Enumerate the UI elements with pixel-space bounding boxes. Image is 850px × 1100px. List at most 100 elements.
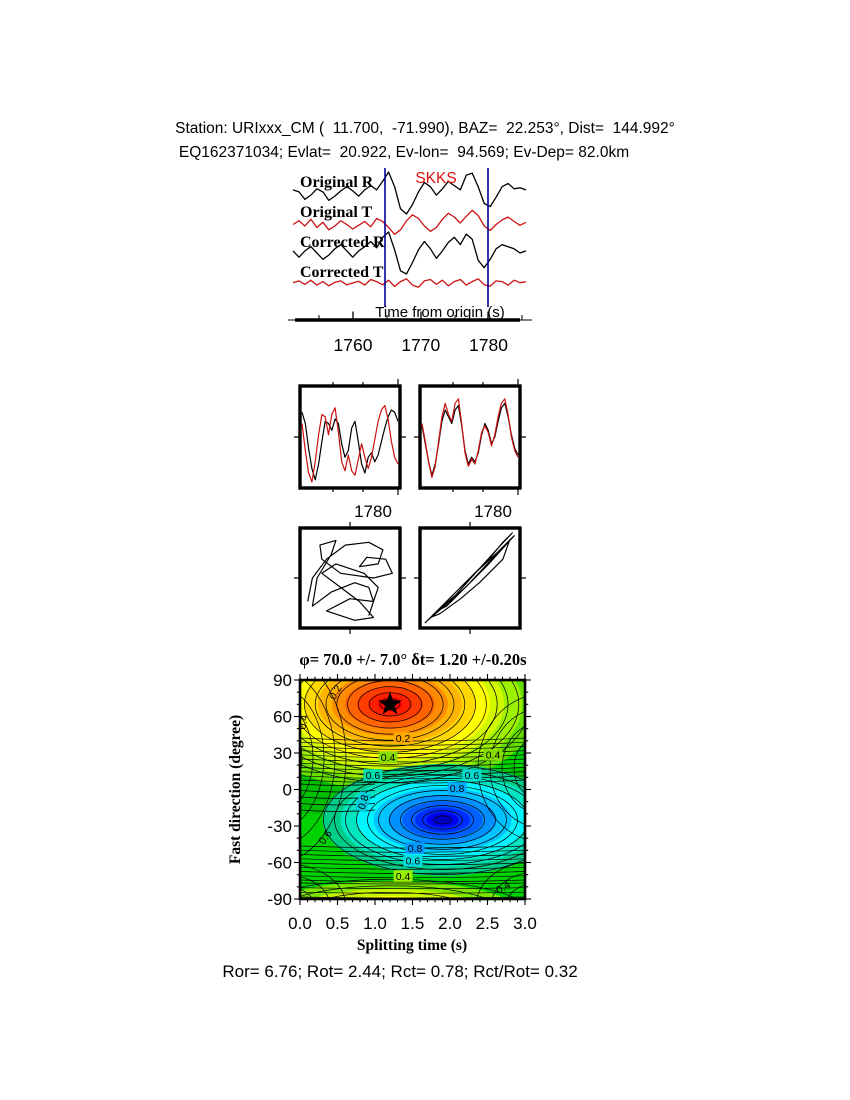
contour-label-group: 0.4 xyxy=(393,870,413,883)
contour-line xyxy=(411,805,474,835)
contour-label-group: 0.4 xyxy=(297,714,311,731)
contour-label-group: 0.8 xyxy=(447,782,467,795)
contour-label-group: 0.8 xyxy=(405,842,425,855)
contour-xtick-label: 2.0 xyxy=(438,914,462,933)
contour-label-text: 0.2 xyxy=(396,733,411,745)
contour-label-bg xyxy=(403,855,423,867)
contour-label-group: 0.2 xyxy=(393,732,413,745)
contour-stripe xyxy=(300,775,525,780)
time-axis-title: Time from origin (s) xyxy=(375,304,504,321)
contour-stripe xyxy=(300,741,525,746)
contour-label-text: 0.8 xyxy=(356,793,372,811)
contour-xtick-label: 1.0 xyxy=(363,914,387,933)
contour-line xyxy=(367,785,518,855)
contour-ytick-label: -90 xyxy=(267,890,292,909)
contour-line xyxy=(422,810,463,830)
quality-stats: Ror= 6.76; Rot= 2.44; Rct= 0.78; Rct/Rot… xyxy=(222,962,578,981)
particle-motion-panel xyxy=(294,522,526,634)
contour-line xyxy=(300,715,314,801)
contour-line xyxy=(389,795,496,845)
contour-stripe xyxy=(300,771,525,775)
time-axis-tick-labels: 1760 1770 1780 xyxy=(334,335,509,355)
contour-xlabel: Splitting time (s) xyxy=(357,937,467,954)
contour-ytick-label: -60 xyxy=(267,854,292,873)
contour-label-group: 0.6 xyxy=(462,769,482,782)
contour-label-bg xyxy=(363,769,383,781)
particle-box-ticks xyxy=(294,522,526,634)
compare-waveform-1-R xyxy=(421,402,519,476)
contour-ytick-labels: 90 60 30 0 -30 -60 -90 xyxy=(267,671,292,909)
contour-stripe xyxy=(300,783,376,786)
contour-stripe xyxy=(300,762,525,767)
contour-ytick-label: 0 xyxy=(283,781,292,800)
contour-stripe xyxy=(300,879,525,883)
compare-box-ticks xyxy=(294,379,526,495)
particle-lines-group xyxy=(307,532,515,624)
contour-label-text: 0.4 xyxy=(486,750,501,762)
contour-stripe xyxy=(300,809,376,812)
contour-frame xyxy=(298,678,527,901)
phase-label: SKKS xyxy=(415,170,456,187)
contour-ylabel: Fast direction (degree) xyxy=(227,715,244,864)
contour-stripe xyxy=(300,779,525,784)
contour-line xyxy=(336,680,444,735)
compare-waveform-1-T xyxy=(421,398,519,479)
event-header: EQ162371034; Evlat= 20.922, Ev-lon= 94.5… xyxy=(178,144,630,161)
star-icon xyxy=(378,691,402,715)
min-color-ring xyxy=(434,815,451,824)
error-surface-panel: 0.20.40.6 0.60.40.80.80.80.60.40.60.20.40… xyxy=(227,650,537,954)
contour-label-bg xyxy=(405,842,425,854)
contour-line xyxy=(300,680,498,765)
contour-xtick-labels: 0.0 0.5 1.0 1.5 2.0 2.5 3.0 xyxy=(288,914,537,933)
contour-label-text: 0.4 xyxy=(396,871,411,883)
contour-label-bg xyxy=(483,749,503,761)
wrap-color-ring xyxy=(338,902,442,932)
station-header: Station: URIxxx_CM ( 11.700, -71.990), B… xyxy=(175,120,675,137)
contour-line xyxy=(300,680,336,840)
compare-xtick-original: 1780 xyxy=(354,502,392,521)
contour-line xyxy=(300,680,347,858)
contour-label-group: 0.6 xyxy=(363,769,383,782)
contour-xtick-label: 3.0 xyxy=(513,914,537,933)
particle-box-original xyxy=(298,526,402,630)
contour-line xyxy=(300,741,303,775)
time-tick-label: 1780 xyxy=(469,335,508,355)
contour-stripe xyxy=(300,887,525,890)
contour-label-text: 0.8 xyxy=(408,843,423,855)
contour-line xyxy=(300,885,489,899)
contour-label-text: 0.6 xyxy=(406,856,421,868)
contour-title: φ= 70.0 +/- 7.0° δt= 1.20 +/-0.20s xyxy=(299,650,527,669)
contour-line xyxy=(325,680,455,741)
contour-ytick-label: 30 xyxy=(273,744,292,763)
contour-line xyxy=(489,711,525,825)
contour-line xyxy=(477,696,525,840)
contour-label-text: 0.6 xyxy=(465,770,480,782)
compare-xtick-corrected: 1780 xyxy=(474,502,512,521)
contour-line xyxy=(358,686,422,723)
compare-lines-group xyxy=(301,398,519,483)
contour-line xyxy=(378,790,507,850)
wrap-color-ring xyxy=(309,889,471,899)
contour-label-bg xyxy=(378,751,398,763)
trace-label-corrected-r: Corrected R xyxy=(300,234,385,251)
contour-label-bg xyxy=(393,870,413,882)
trace-label-original-r: Original R xyxy=(300,174,374,191)
time-axis-major-ticks xyxy=(352,311,489,320)
contour-stripe xyxy=(300,746,525,750)
contour-stripe xyxy=(300,882,525,885)
contour-line xyxy=(300,878,519,899)
contour-stripe xyxy=(300,891,525,894)
time-tick-label: 1770 xyxy=(401,335,440,355)
contour-ytick-label: 60 xyxy=(273,708,292,727)
contour-label-bg xyxy=(447,782,467,794)
contour-label-text: 0.4 xyxy=(297,714,311,731)
time-axis-minor-ticks xyxy=(318,315,523,320)
contour-line xyxy=(323,764,525,875)
contour-label-group: 0.8 xyxy=(354,791,372,813)
waveform-compare-panel: 1780 1780 xyxy=(294,379,526,521)
contour-line xyxy=(433,815,452,825)
contour-xtick-label: 2.5 xyxy=(476,914,500,933)
contour-stripe xyxy=(300,767,525,771)
contour-label-bg xyxy=(354,791,372,813)
